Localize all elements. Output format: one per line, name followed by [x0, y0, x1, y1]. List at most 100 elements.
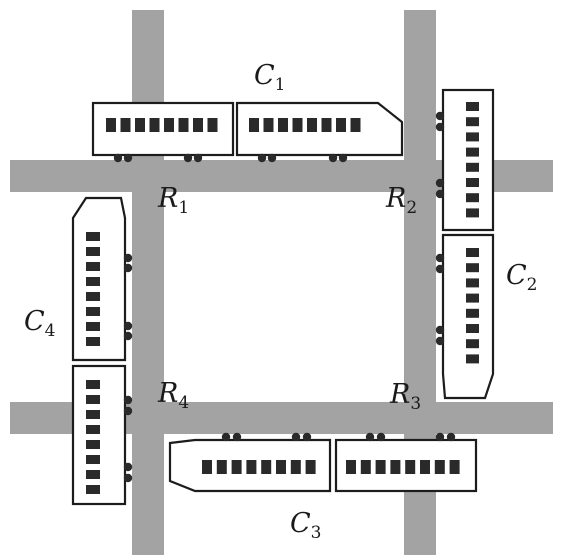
train-c3-window: [405, 460, 416, 474]
train-c3-wheel: [446, 432, 456, 442]
train-cars: [71, 88, 495, 506]
train-c1-window: [135, 118, 145, 132]
train-c3-wheel: [221, 432, 231, 442]
train-c4-window: [86, 277, 100, 286]
train-c3-window: [202, 460, 212, 474]
train-c2-wheel: [435, 178, 445, 188]
train-c2-window: [466, 293, 479, 303]
train-c2-window: [466, 324, 479, 333]
train-c4-wheel: [123, 253, 133, 263]
train-c4-wheel: [123, 462, 133, 472]
train-c2-window: [466, 263, 479, 273]
train-c3-window: [449, 460, 460, 474]
train-c3-wheel: [376, 432, 386, 442]
train-c4-window: [86, 292, 100, 301]
train-c2-wheel: [435, 189, 445, 199]
train-c3-wheel: [435, 432, 445, 442]
train-c3-wheel: [302, 432, 312, 442]
train-c4-wheel: [123, 395, 133, 405]
train-c2: [435, 88, 495, 400]
train-c4-window: [86, 380, 100, 389]
train-c2-window: [466, 354, 479, 364]
train-c3-window: [305, 460, 316, 474]
train-c1-window: [307, 118, 317, 132]
label-train-c4: C4: [24, 306, 56, 341]
train-c3-window: [420, 460, 430, 474]
train-c3-wheel: [291, 432, 301, 442]
train-c2-wheel: [435, 264, 445, 274]
train-c3-window: [231, 460, 242, 474]
train-c1-window: [263, 118, 274, 132]
train-c2-window: [466, 117, 479, 127]
train-c4-window: [86, 440, 100, 449]
train-c2-window: [466, 102, 479, 111]
train-c1-window: [193, 118, 203, 132]
train-c4: [71, 196, 133, 506]
train-c2-window: [466, 248, 479, 257]
train-c1-wheel: [328, 153, 338, 163]
train-c1-window: [321, 118, 332, 132]
train-c3-wheel: [232, 432, 242, 442]
train-c1-window: [164, 118, 174, 132]
train-c2-window: [466, 278, 479, 288]
train-c2-window: [466, 193, 479, 203]
train-c2-wheel: [435, 111, 445, 121]
train-c1-wheel: [123, 153, 133, 163]
train-c4-wheel: [123, 473, 133, 483]
train-c4-window: [86, 247, 100, 256]
train-c4-window: [86, 232, 100, 241]
train-c1: [91, 101, 404, 163]
train-c3-wheel: [365, 432, 375, 442]
train-c1-wheel: [113, 153, 123, 163]
train-c1-window: [336, 118, 346, 132]
train-c2-window: [466, 339, 479, 349]
track-vertical-left: [132, 10, 164, 555]
train-c1-wheel: [183, 153, 193, 163]
train-c3-window: [390, 460, 401, 474]
train-c4-wheel: [123, 263, 133, 273]
train-c1-wheel: [267, 153, 277, 163]
train-c3-window: [346, 460, 356, 474]
labels: C1 C2 C3 C4 R1 R2 R3 R4: [24, 60, 538, 543]
train-c3-window: [246, 460, 257, 474]
train-c3-window: [216, 460, 227, 474]
train-c4-window: [86, 410, 100, 419]
label-crossing-r3: R3: [389, 379, 421, 414]
train-c3: [168, 432, 478, 493]
train-c2-wheel: [435, 122, 445, 132]
train-c2-window: [466, 162, 479, 172]
train-c1-window: [278, 118, 288, 132]
label-crossing-r4: R4: [157, 378, 189, 413]
train-c4-window: [86, 470, 100, 479]
train-c4-wheel: [123, 406, 133, 416]
train-c1-window: [207, 118, 218, 132]
train-c4-window: [86, 262, 100, 271]
train-c1-window: [178, 118, 189, 132]
train-c4-window: [86, 307, 100, 316]
train-c2-wheel: [435, 325, 445, 335]
train-c1-window: [149, 118, 160, 132]
label-train-c1: C1: [254, 60, 286, 95]
train-c1-window: [120, 118, 131, 132]
train-c2-wheel: [435, 336, 445, 346]
train-c2-wheel: [435, 253, 445, 263]
train-c2-window: [466, 147, 479, 157]
label-crossing-r2: R2: [385, 183, 417, 218]
train-c4-window: [86, 395, 100, 404]
train-c2-window: [466, 178, 479, 187]
train-c4-window: [86, 455, 100, 464]
train-c2-car-rear: [441, 88, 495, 232]
label-crossing-r1: R1: [157, 183, 189, 218]
train-c4-window: [86, 337, 100, 346]
label-train-c2: C2: [506, 260, 538, 295]
train-c3-window: [360, 460, 371, 474]
train-c1-wheel: [257, 153, 267, 163]
train-c4-wheel: [123, 321, 133, 331]
train-c4-window: [86, 322, 100, 331]
train-c1-window: [106, 118, 116, 132]
train-c2-window: [466, 208, 479, 218]
train-c4-window: [86, 485, 100, 494]
train-c1-car-front: [235, 101, 404, 157]
